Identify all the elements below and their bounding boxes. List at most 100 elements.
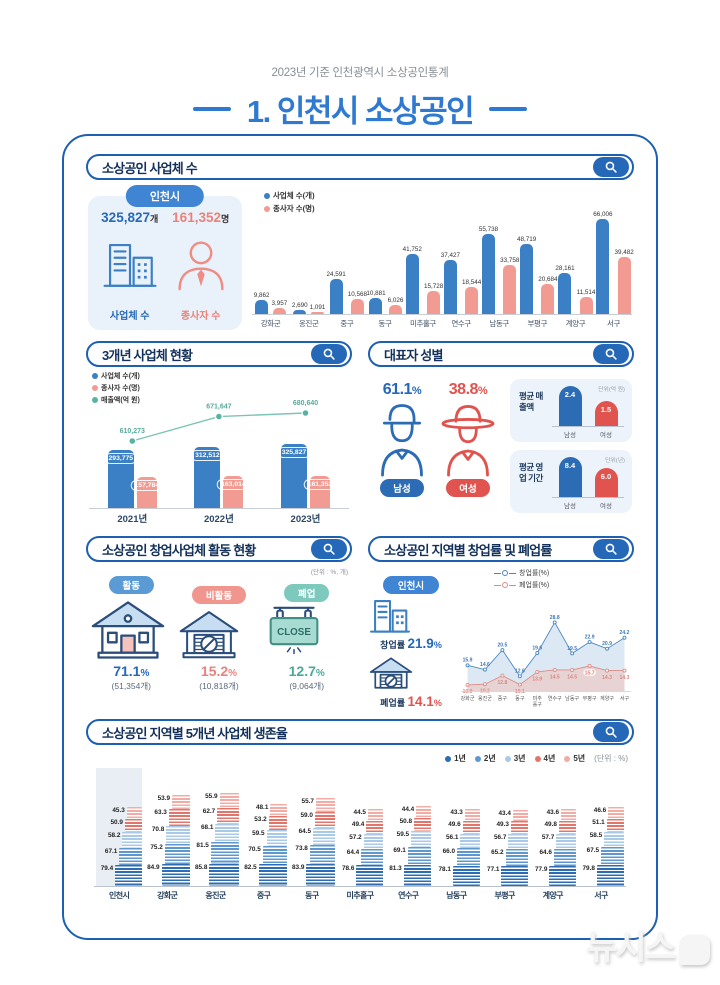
survival-category: 옹진군 [205,891,226,900]
bar-value-label: 41,752 [402,245,422,253]
svg-text:12.8: 12.8 [497,680,507,686]
segment-value: 66.0 [442,848,456,856]
category-label: 계양구 [565,319,586,328]
survival-column: 44.5 49.4 57.2 64.4 78.6 [337,768,384,886]
search-button[interactable] [593,539,629,559]
search-button[interactable] [311,539,347,559]
bar-value-label: 66,006 [593,211,613,218]
mini-bar: 1.5 [594,401,618,426]
svg-text:옹진군: 옹진군 [478,695,492,702]
svg-text:연수구: 연수구 [548,695,562,702]
card-names: 남성 여성 [564,432,612,439]
segment-value: 79.8 [582,865,595,873]
survival-segment: 75.2 [150,844,191,864]
bar-value-label: 18,544 [462,279,482,287]
category-label: 중구 [340,319,354,328]
closed-badge: 폐업 [283,584,330,602]
panel-gender-header: 대표자 성별 [368,341,634,367]
bar-group: 55,738 33,758 [479,226,519,314]
watermark-text: 뉴시스 [586,929,676,967]
activity-items: 활동 71.1% (51,354개) [86,576,352,692]
revenue-line-chart: 610,273 671,647 680,640 [120,400,318,445]
legend-item: 창업률(%) [494,568,549,578]
survival-segment: 55.7 [302,797,335,813]
svg-text:24.2: 24.2 [620,630,630,636]
bar-value-label: 37,427 [440,252,461,260]
inactive-percentage: 15.2% [200,663,238,679]
legend-item: 1년 [445,753,466,764]
man-icon [381,404,423,477]
year-group: 325,827 161,352 [262,375,349,508]
survival-segment: 56.7 [494,833,528,849]
svg-text:19.5: 19.5 [567,646,577,652]
search-button[interactable] [311,344,347,364]
segment-value: 51.1 [592,818,605,826]
active-badge: 활동 [108,576,155,594]
segment-value: 50.9 [110,819,123,827]
inactive-count: (10,818개) [199,681,239,691]
segment-value: 49.4 [351,820,365,828]
survival-segment: 81.3 [389,864,432,886]
segment-value: 43.4 [498,809,511,817]
segment-value: 58.2 [107,832,121,840]
startup-rate: 창업률 21.9% [380,636,442,651]
bar-value-label: 161,352 [303,479,337,491]
survival-legend: 1년 2년 3년 4년 5년 (단위 : %) [92,753,628,764]
survival-chart: 45.3 50.9 58.2 67.1 79.4 53.9 63.3 70.8 75.2 84.9… [94,768,626,901]
survival-segment: 46.6 [594,806,625,819]
legend-dot [564,755,571,762]
segment-value: 69.1 [393,846,406,854]
survival-unit: (단위 : %) [594,754,628,763]
survival-segment: 53.2 [254,816,287,831]
svg-text:14.5: 14.5 [550,674,560,680]
mini-bar-value: 1.5 [600,405,612,414]
closed-count: (9,064개) [289,681,325,691]
segment-value: 67.5 [586,847,600,855]
mini-bar-value: 8.4 [564,461,576,470]
svg-text:미추홀구: 미추 홀구 [533,695,543,708]
legend-line [509,572,516,574]
survival-category: 중구 [256,891,271,900]
survival-segment: 67.5 [586,847,625,866]
search-button[interactable] [593,722,629,742]
bar [329,278,343,314]
mini-bar-value: 2.4 [564,390,576,399]
survival-segment: 70.8 [152,825,191,845]
business-count-value: 325,827개 [101,210,159,225]
segment-value: 45.3 [112,807,125,815]
search-button[interactable] [593,157,629,177]
svg-text:14.5: 14.5 [567,674,577,680]
search-button[interactable] [593,344,629,364]
segment-value: 49.6 [448,820,461,828]
segment-value: 67.1 [104,847,118,855]
year-group: 312,512 163,014 [176,375,263,508]
bar: 161,352 [303,476,337,508]
segment-value: 64.5 [298,827,312,835]
card-names: 남성 여성 [564,503,612,510]
mini-bar-value: 6.0 [600,472,612,482]
survival-segment: 83.9 [292,864,335,886]
survival-column: 55.7 59.0 64.5 73.8 83.9 [289,768,335,886]
bar [388,305,402,314]
survival-segment: 66.0 [442,848,480,866]
inactive-house-icon [179,611,238,659]
bar [255,299,269,314]
survival-segment: 78.6 [342,865,384,886]
survival-category: 인천시 [108,891,130,900]
gender-stat-cards: 평균 매출액 단위(억 원) 2.4 1.5 남성 여성 평균 영업 기간 단위(년… [510,379,632,513]
survival-segment: 81.5 [196,842,239,864]
survival-segment: 57.7 [542,833,576,849]
business-stat: 325,827개 사업체 수 [101,210,159,322]
svg-text:13.9: 13.9 [532,676,542,682]
card-label: 평균 영업 기간 [519,462,543,484]
survival-segment: 50.9 [110,819,143,833]
incheon-badge: 인천시 [125,185,205,207]
female-percentage: 38.8% [448,381,488,398]
segment-value: 64.4 [346,848,360,856]
panel-survival: 소상공인 지역별 5개년 사업체 생존율 1년 2년 3년 4년 5년 (단위 … [86,719,634,901]
mini-bar: 2.4 [558,386,582,426]
bar [617,257,631,314]
legend-item: 2년 [474,753,496,764]
district-chart-area: 사업체 수(개) 종사자 수(명) 9,862 3,957 2,690 1,091 24… [252,191,634,330]
bar [520,243,534,314]
